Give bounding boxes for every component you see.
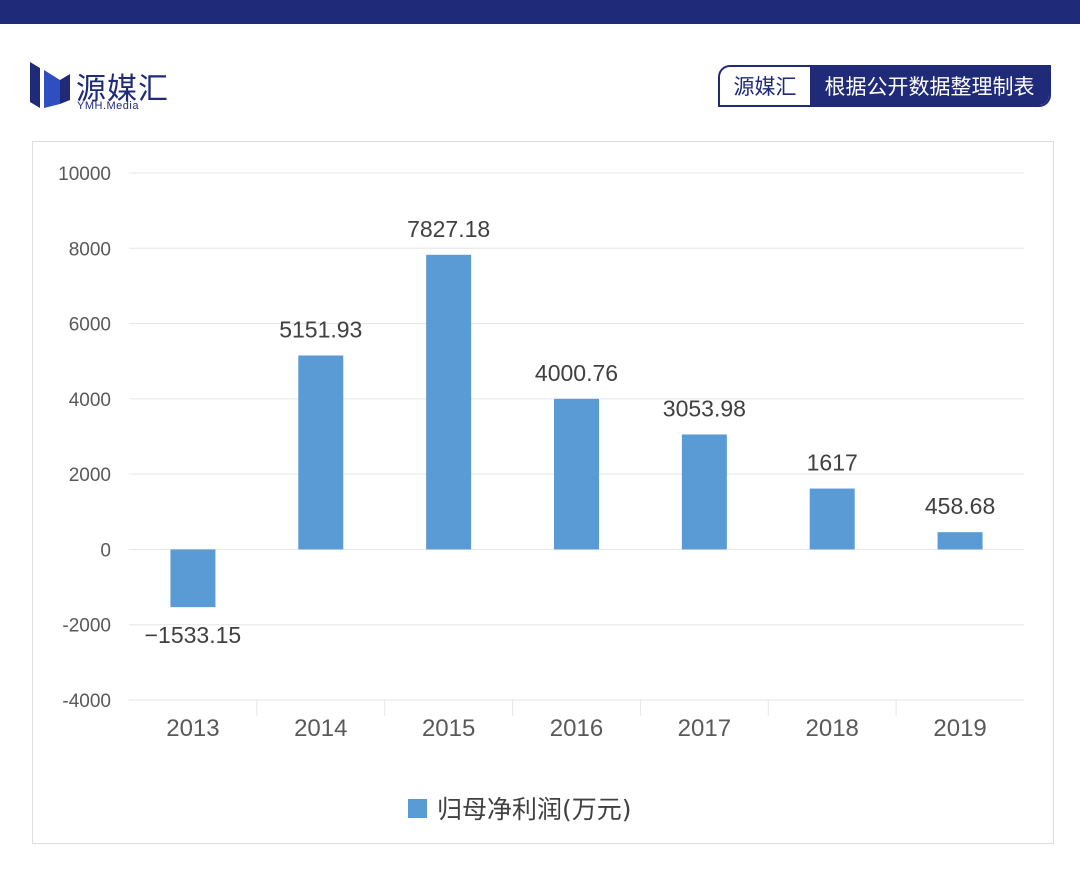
bar-2018 [809,488,855,550]
logo-mark-icon [30,62,70,108]
y-tick-label: -2000 [62,616,111,637]
source-tag-brand: 源媒汇 [733,75,797,99]
y-tick-label: 6000 [69,315,111,336]
bar-chart: 10000 8000 6000 4000 2000 0 -2000 -4000 −1533.15… [58,164,1024,742]
y-tick-label: 0 [100,540,111,561]
bar-2019 [937,532,983,550]
data-label-2013: −1533.15 [145,622,242,648]
logo: 源媒汇 YMH.Media [30,60,210,115]
legend-label: 归母净利润(万元) [437,795,632,824]
y-tick-label: 8000 [69,239,111,260]
chart-panel: 10000 8000 6000 4000 2000 0 -2000 -4000 −1533.15… [32,141,1054,844]
x-tick-label: 2016 [550,715,603,742]
y-tick-label: 2000 [69,465,111,486]
source-tag: 源媒汇 根据公开数据整理制表 [718,65,1051,107]
y-tick-label: 10000 [58,164,111,185]
bar-2013 [170,549,216,608]
x-tick-label: 2019 [933,715,986,742]
data-label-2017: 3053.98 [663,395,746,421]
bar-2017 [681,434,727,550]
y-tick-label: -4000 [62,691,111,712]
logo-text: 源媒汇 [76,72,169,107]
data-label-2015: 7827.18 [407,216,490,242]
source-tag-note: 根据公开数据整理制表 [810,67,1049,105]
data-label-2019: 458.68 [925,493,995,519]
data-label-2018: 1617 [807,450,858,476]
bar-2016 [554,398,599,550]
x-tick-label: 2014 [294,715,347,742]
data-label-2014: 5151.93 [279,316,362,342]
data-label-2016: 4000.76 [535,360,618,386]
y-tick-label: 4000 [69,390,111,411]
top-band [0,0,1080,24]
bar-2015 [426,254,472,550]
legend: 归母净利润(万元) [408,790,632,826]
x-tick-label: 2017 [678,715,731,742]
x-tick-label: 2018 [806,715,859,742]
x-tick-label: 2015 [422,715,475,742]
legend-swatch [408,798,427,818]
logo-subtitle: YMH.Media [77,100,139,112]
x-tick-label: 2013 [166,715,219,742]
bar-2014 [298,355,344,550]
